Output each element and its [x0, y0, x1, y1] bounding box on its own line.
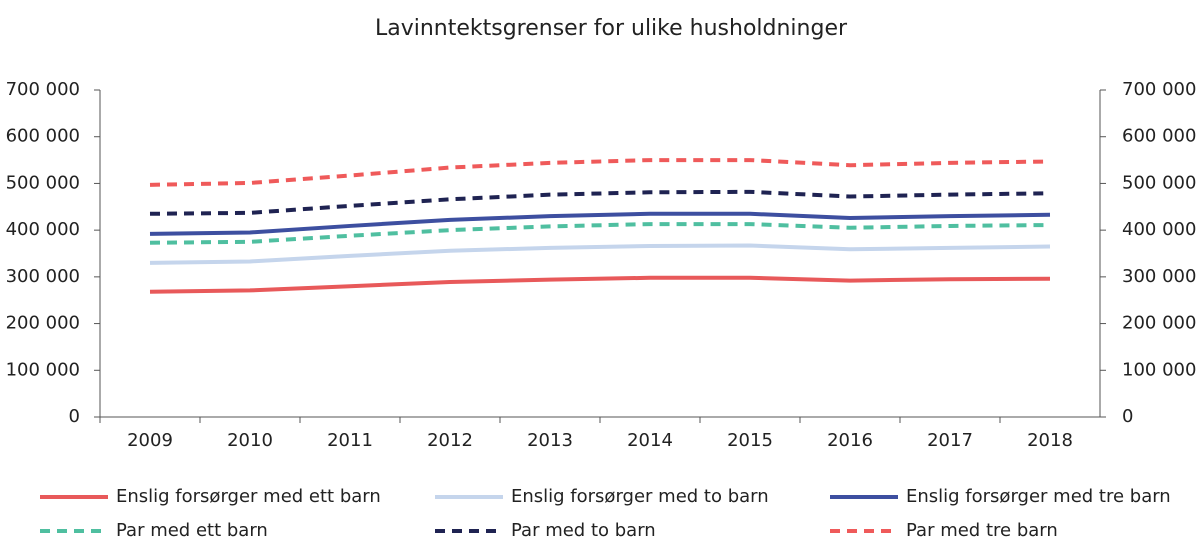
y2-tick-label: 0 [1122, 406, 1133, 427]
y-tick-label: 200 000 [6, 313, 80, 334]
y2-tick-label: 700 000 [1122, 79, 1196, 100]
series-line [149, 275, 1051, 294]
x-tick-label: 2012 [427, 430, 473, 451]
x-tick-label: 2016 [827, 430, 873, 451]
x-tick-label: 2017 [927, 430, 973, 451]
legend-label: Par med to barn [511, 520, 656, 541]
y-tick-label: 300 000 [6, 266, 80, 287]
x-tick-label: 2011 [327, 430, 373, 451]
y-tick-label: 400 000 [6, 219, 80, 240]
x-tick-label: 2018 [1027, 430, 1073, 451]
legend-label: Enslig forsørger med to barn [511, 486, 769, 507]
x-tick-label: 2015 [727, 430, 773, 451]
y2-tick-label: 200 000 [1122, 313, 1196, 334]
chart-title: Lavinntektsgrenser for ulike husholdning… [375, 16, 848, 41]
y2-tick-label: 300 000 [1122, 266, 1196, 287]
y-tick-label: 700 000 [6, 79, 80, 100]
legend-label: Enslig forsørger med ett barn [116, 486, 381, 507]
series-line [149, 243, 1051, 265]
y2-tick-label: 500 000 [1122, 172, 1196, 193]
y-tick-label: 600 000 [6, 126, 80, 147]
legend-label: Enslig forsørger med tre barn [906, 486, 1171, 507]
x-tick-label: 2013 [527, 430, 573, 451]
y-tick-label: 0 [69, 406, 80, 427]
y-tick-label: 500 000 [6, 172, 80, 193]
legend-label: Par med ett barn [116, 520, 268, 541]
y2-tick-label: 100 000 [1122, 359, 1196, 380]
series-line [149, 222, 1051, 245]
y2-tick-label: 600 000 [1122, 126, 1196, 147]
x-tick-label: 2010 [227, 430, 273, 451]
y2-tick-label: 400 000 [1122, 219, 1196, 240]
series-line [149, 189, 1051, 216]
y-tick-label: 100 000 [6, 359, 80, 380]
x-tick-label: 2009 [127, 430, 173, 451]
legend-label: Par med tre barn [906, 520, 1058, 541]
series-line [149, 158, 1051, 187]
x-tick-label: 2014 [627, 430, 673, 451]
series-line [149, 211, 1051, 236]
